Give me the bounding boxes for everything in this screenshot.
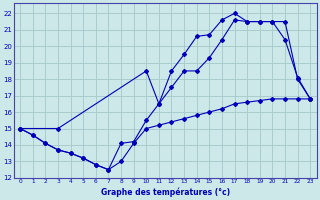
X-axis label: Graphe des températures (°c): Graphe des températures (°c): [100, 187, 230, 197]
